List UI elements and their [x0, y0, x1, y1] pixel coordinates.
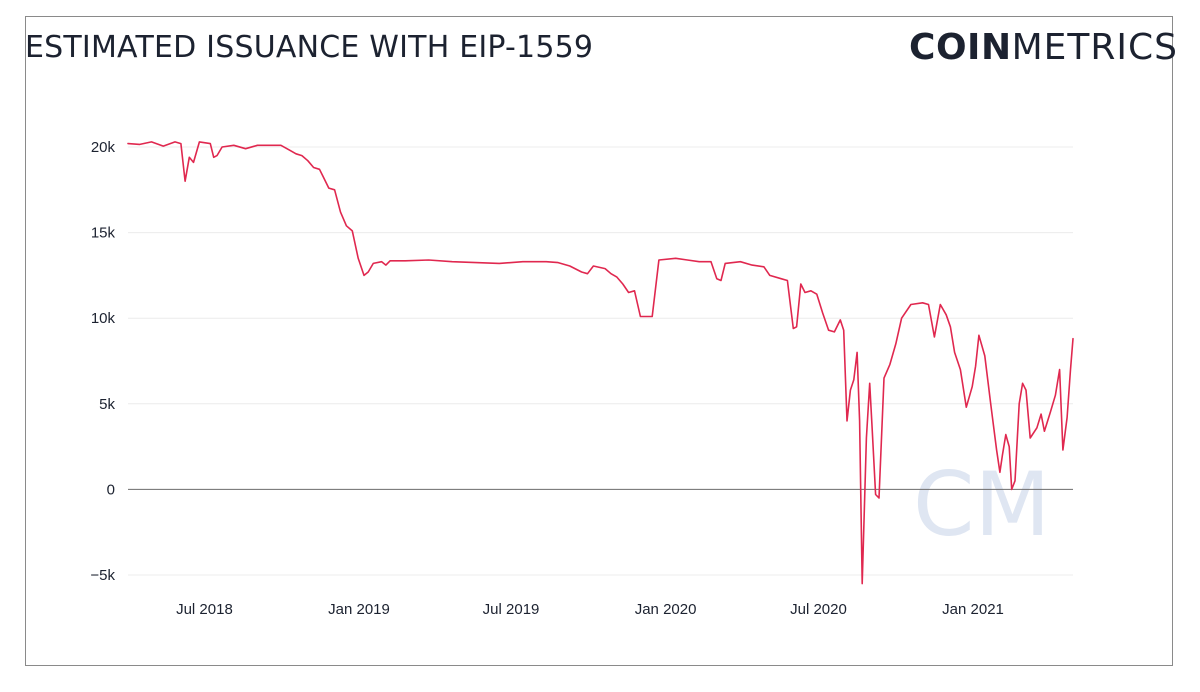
- y-tick-label: −5k: [90, 567, 115, 584]
- y-tick-label: 5k: [99, 396, 115, 413]
- x-tick-label: Jan 2020: [635, 601, 697, 618]
- y-tick-label: 20k: [91, 139, 116, 156]
- series-line: [127, 141, 1074, 585]
- x-tick-label: Jan 2021: [942, 601, 1004, 618]
- x-axis-ticks: Jul 2018 Jan 2019 Jul 2019 Jan 2020 Jul 2020…: [176, 601, 1004, 618]
- x-tick-label: Jul 2019: [483, 601, 540, 618]
- chart-frame: [25, 16, 1173, 666]
- x-tick-label: Jul 2020: [790, 601, 847, 618]
- watermark: CM: [913, 453, 1050, 556]
- y-axis-ticks: 20k 15k 10k 5k 0 −5k: [90, 139, 115, 584]
- y-tick-label: 15k: [91, 225, 116, 242]
- x-tick-label: Jan 2019: [328, 601, 390, 618]
- y-tick-label: 0: [107, 481, 115, 498]
- chart-title: ESTIMATED ISSUANCE WITH EIP-1559: [25, 30, 594, 65]
- logo-light-part: METRICS: [1011, 27, 1178, 68]
- y-tick-label: 10k: [91, 310, 116, 327]
- coinmetrics-logo: COINMETRICS: [909, 27, 1178, 68]
- x-tick-label: Jul 2018: [176, 601, 233, 618]
- logo-bold-part: COIN: [909, 27, 1012, 68]
